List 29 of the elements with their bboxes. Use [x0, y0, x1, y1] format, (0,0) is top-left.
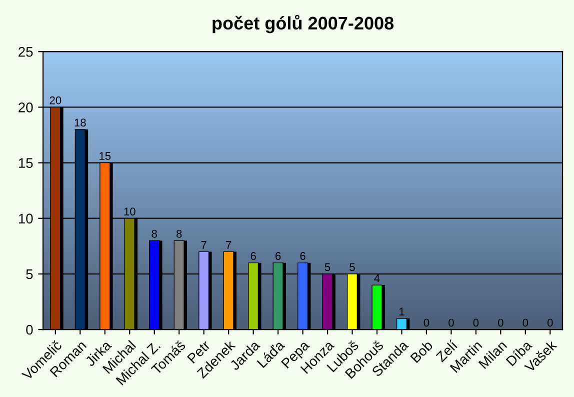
y-tick-label: 10	[18, 214, 33, 224]
data-label: 0	[448, 318, 454, 327]
data-label: 10	[124, 208, 136, 216]
data-label: 7	[226, 241, 232, 249]
data-label: 7	[201, 241, 206, 249]
data-label: 5	[350, 263, 355, 272]
data-label: 0	[522, 318, 528, 327]
x-tick-label: Bob	[410, 340, 434, 364]
data-label: 0	[498, 318, 504, 327]
chart-title: počet gólů 2007-2008	[212, 14, 394, 34]
y-tick-label: 0	[26, 324, 33, 335]
data-label: 0	[424, 318, 430, 327]
y-tick-label: 20	[18, 102, 33, 112]
data-label: 8	[152, 230, 157, 238]
data-label: 0	[547, 318, 553, 327]
data-label: 8	[176, 230, 182, 238]
data-label: 6	[300, 252, 306, 260]
data-label: 4	[374, 274, 380, 282]
data-label: 6	[276, 252, 281, 260]
y-tick-label: 5	[26, 269, 33, 280]
data-label: 18	[74, 118, 86, 127]
data-label: 6	[250, 252, 256, 260]
data-label: 15	[100, 152, 111, 160]
data-label: 1	[399, 308, 404, 316]
data-label: 20	[50, 96, 62, 104]
data-label: 0	[473, 318, 479, 327]
y-tick-label: 15	[18, 158, 33, 168]
y-tick-label: 25	[18, 46, 33, 57]
data-label: 5	[324, 263, 330, 272]
